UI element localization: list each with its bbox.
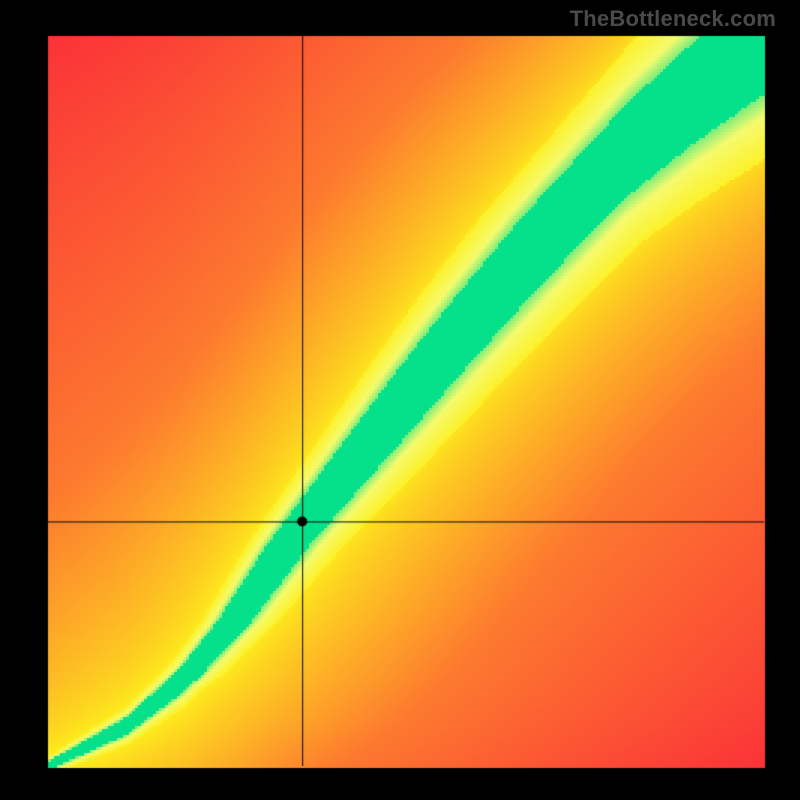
bottleneck-heatmap-canvas: [0, 0, 800, 800]
watermark-text: TheBottleneck.com: [570, 6, 776, 32]
bottleneck-heatmap-container: TheBottleneck.com: [0, 0, 800, 800]
